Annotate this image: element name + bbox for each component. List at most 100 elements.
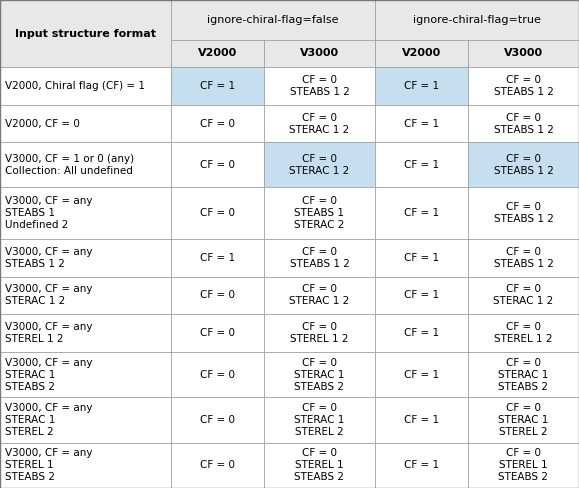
Bar (264, 142, 375, 187)
Bar (0, 277, 171, 314)
Bar (0, 0, 171, 67)
Text: ignore-chiral-flag=false: ignore-chiral-flag=false (207, 15, 339, 25)
Bar (171, 239, 264, 277)
Bar (375, 352, 468, 397)
Text: CF = 1: CF = 1 (404, 460, 439, 470)
Bar (264, 239, 375, 277)
Text: CF = 0: CF = 0 (200, 119, 235, 128)
Bar (264, 314, 375, 352)
Text: V2000, Chiral flag (CF) = 1: V2000, Chiral flag (CF) = 1 (5, 81, 145, 91)
Bar (264, 187, 375, 239)
Text: V3000, CF = any
STEABS 1 2: V3000, CF = any STEABS 1 2 (5, 247, 93, 269)
Text: CF = 0
STEREL 1 2: CF = 0 STEREL 1 2 (494, 322, 553, 344)
Bar (264, 40, 375, 67)
Text: V2000: V2000 (198, 48, 237, 59)
Text: V3000: V3000 (504, 48, 543, 59)
Bar (264, 67, 375, 105)
Text: V2000, CF = 0: V2000, CF = 0 (5, 119, 80, 128)
Text: CF = 0
STEABS 1 2: CF = 0 STEABS 1 2 (493, 247, 554, 269)
Bar (375, 0, 579, 40)
Text: CF = 0: CF = 0 (200, 290, 235, 301)
Bar (375, 397, 468, 443)
Text: V3000, CF = any
STEREL 1
STEABS 2: V3000, CF = any STEREL 1 STEABS 2 (5, 448, 93, 482)
Bar (171, 142, 264, 187)
Text: CF = 0: CF = 0 (200, 460, 235, 470)
Bar (171, 40, 264, 67)
Bar (375, 239, 468, 277)
Text: CF = 0
STERAC 1
STEREL 2: CF = 0 STERAC 1 STEREL 2 (499, 403, 549, 437)
Text: CF = 0: CF = 0 (200, 415, 235, 425)
Text: CF = 0
STERAC 1
STEABS 2: CF = 0 STERAC 1 STEABS 2 (294, 358, 345, 391)
Bar (0, 239, 171, 277)
Bar (171, 443, 264, 488)
Text: CF = 1: CF = 1 (404, 119, 439, 128)
Text: CF = 1: CF = 1 (404, 81, 439, 91)
Text: CF = 0: CF = 0 (200, 160, 235, 170)
Bar (171, 314, 264, 352)
Text: CF = 0
STEABS 1 2: CF = 0 STEABS 1 2 (493, 113, 554, 135)
Text: CF = 0
STERAC 1
STEABS 2: CF = 0 STERAC 1 STEABS 2 (499, 358, 549, 391)
Text: CF = 0
STEREL 1 2: CF = 0 STEREL 1 2 (290, 322, 349, 344)
Text: CF = 0
STERAC 1 2: CF = 0 STERAC 1 2 (290, 154, 350, 176)
Text: CF = 1: CF = 1 (404, 208, 439, 218)
Bar (375, 187, 468, 239)
Text: V3000: V3000 (300, 48, 339, 59)
Bar (375, 67, 468, 105)
Bar (468, 397, 579, 443)
Text: V3000, CF = any
STERAC 1
STEREL 2: V3000, CF = any STERAC 1 STEREL 2 (5, 403, 93, 437)
Bar (171, 0, 375, 40)
Bar (468, 277, 579, 314)
Bar (171, 352, 264, 397)
Bar (468, 105, 579, 142)
Bar (468, 314, 579, 352)
Bar (0, 67, 171, 105)
Bar (468, 352, 579, 397)
Bar (0, 314, 171, 352)
Bar (171, 277, 264, 314)
Bar (375, 314, 468, 352)
Text: CF = 1: CF = 1 (200, 81, 235, 91)
Bar (468, 187, 579, 239)
Text: V2000: V2000 (402, 48, 441, 59)
Bar (468, 443, 579, 488)
Text: CF = 1: CF = 1 (404, 415, 439, 425)
Bar (0, 397, 171, 443)
Bar (375, 277, 468, 314)
Text: CF = 0
STERAC 1 2: CF = 0 STERAC 1 2 (493, 285, 554, 306)
Text: CF = 0
STERAC 1 2: CF = 0 STERAC 1 2 (290, 285, 350, 306)
Bar (264, 443, 375, 488)
Text: CF = 0
STEABS 1 2: CF = 0 STEABS 1 2 (290, 247, 350, 269)
Text: CF = 0: CF = 0 (200, 328, 235, 338)
Text: CF = 0
STEREL 1
STEABS 2: CF = 0 STEREL 1 STEABS 2 (499, 448, 548, 482)
Text: ignore-chiral-flag=true: ignore-chiral-flag=true (413, 15, 541, 25)
Text: V3000, CF = any
STEABS 1
Undefined 2: V3000, CF = any STEABS 1 Undefined 2 (5, 196, 93, 230)
Bar (375, 142, 468, 187)
Text: CF = 0
STEABS 1 2: CF = 0 STEABS 1 2 (493, 154, 554, 176)
Text: CF = 1: CF = 1 (404, 290, 439, 301)
Bar (468, 67, 579, 105)
Text: CF = 1: CF = 1 (404, 160, 439, 170)
Text: CF = 0
STERAC 1
STEREL 2: CF = 0 STERAC 1 STEREL 2 (294, 403, 345, 437)
Text: CF = 1: CF = 1 (200, 253, 235, 263)
Bar (0, 142, 171, 187)
Bar (0, 105, 171, 142)
Bar (264, 277, 375, 314)
Bar (171, 397, 264, 443)
Text: CF = 0
STEREL 1
STEABS 2: CF = 0 STEREL 1 STEABS 2 (295, 448, 345, 482)
Bar (0, 443, 171, 488)
Bar (264, 352, 375, 397)
Text: V3000, CF = 1 or 0 (any)
Collection: All undefined: V3000, CF = 1 or 0 (any) Collection: All… (5, 154, 134, 176)
Text: CF = 0
STEABS 1 2: CF = 0 STEABS 1 2 (290, 75, 350, 97)
Text: CF = 0: CF = 0 (200, 369, 235, 380)
Bar (171, 187, 264, 239)
Text: CF = 0: CF = 0 (200, 208, 235, 218)
Bar (468, 239, 579, 277)
Text: CF = 0
STERAC 1 2: CF = 0 STERAC 1 2 (290, 113, 350, 135)
Text: CF = 0
STEABS 1 2: CF = 0 STEABS 1 2 (493, 75, 554, 97)
Text: CF = 1: CF = 1 (404, 328, 439, 338)
Text: CF = 1: CF = 1 (404, 253, 439, 263)
Bar (171, 105, 264, 142)
Text: CF = 1: CF = 1 (404, 369, 439, 380)
Bar (375, 443, 468, 488)
Bar (0, 352, 171, 397)
